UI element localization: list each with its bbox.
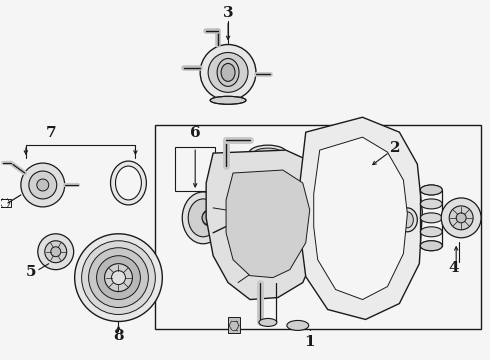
Circle shape: [45, 241, 67, 263]
Circle shape: [21, 163, 65, 207]
Text: 4: 4: [448, 261, 459, 275]
Text: 5: 5: [25, 265, 36, 279]
Polygon shape: [226, 170, 310, 278]
Ellipse shape: [116, 166, 142, 200]
Circle shape: [51, 247, 61, 257]
Circle shape: [97, 256, 141, 300]
Ellipse shape: [210, 96, 246, 104]
Circle shape: [38, 234, 74, 270]
Ellipse shape: [420, 241, 442, 251]
Ellipse shape: [401, 212, 414, 228]
Circle shape: [218, 62, 238, 82]
Circle shape: [104, 264, 132, 292]
Text: 6: 6: [190, 126, 200, 140]
Circle shape: [74, 234, 162, 321]
Ellipse shape: [420, 241, 442, 251]
Circle shape: [441, 198, 481, 238]
Ellipse shape: [217, 58, 239, 86]
Circle shape: [200, 45, 256, 100]
Text: 7: 7: [46, 126, 56, 140]
Bar: [175, 147, 215, 191]
Polygon shape: [314, 137, 407, 300]
Bar: [228, 318, 240, 333]
Ellipse shape: [397, 208, 417, 232]
Circle shape: [112, 271, 125, 285]
Circle shape: [449, 206, 473, 230]
Text: 3: 3: [223, 6, 233, 20]
Ellipse shape: [202, 210, 216, 226]
Ellipse shape: [249, 145, 287, 161]
Text: 1: 1: [304, 336, 315, 349]
Polygon shape: [300, 117, 422, 319]
Circle shape: [208, 53, 248, 92]
Circle shape: [29, 171, 57, 199]
Ellipse shape: [188, 199, 218, 237]
Text: 8: 8: [113, 329, 124, 343]
Ellipse shape: [221, 63, 235, 81]
Ellipse shape: [420, 185, 442, 195]
Circle shape: [37, 179, 49, 191]
Ellipse shape: [420, 213, 442, 223]
Ellipse shape: [420, 199, 442, 209]
Ellipse shape: [182, 192, 224, 244]
Bar: [0, 199, 11, 207]
Bar: [155, 125, 481, 329]
Circle shape: [89, 248, 148, 307]
Circle shape: [202, 211, 216, 225]
Ellipse shape: [420, 185, 442, 195]
Ellipse shape: [259, 319, 277, 327]
Ellipse shape: [420, 227, 442, 237]
Ellipse shape: [111, 161, 147, 205]
Text: 2: 2: [390, 141, 401, 155]
Circle shape: [82, 241, 155, 315]
Ellipse shape: [287, 320, 309, 330]
Polygon shape: [206, 150, 323, 300]
Ellipse shape: [254, 148, 282, 158]
Circle shape: [456, 213, 466, 223]
